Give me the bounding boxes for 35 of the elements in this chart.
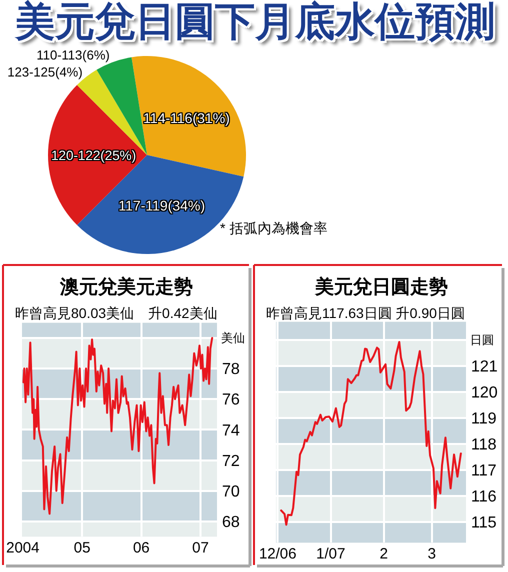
y-tick-label: 116	[471, 488, 497, 506]
y-tick-label: 118	[471, 436, 497, 454]
slice-label: 123-125(4%)	[7, 64, 83, 80]
y-tick-label: 121	[471, 358, 498, 376]
chart-title: 美元兌日圓走勢	[314, 276, 448, 298]
y-tick-label: 72	[222, 452, 240, 470]
y-tick-label: 117	[471, 462, 497, 480]
line-series	[22, 336, 214, 515]
chart-subtitle: 昨曾高見80.03美仙 升0.42美仙	[15, 305, 218, 321]
y-axis-title: 日圓	[470, 333, 494, 347]
x-tick-label: 1/07	[316, 546, 346, 563]
slice-label: 120-122(25%)	[51, 148, 136, 163]
x-tick-label: 07	[192, 540, 209, 557]
y-axis-title: 美仙	[221, 331, 245, 345]
y-tick-label: 120	[471, 384, 498, 402]
x-tick-label: 12/06	[258, 546, 296, 563]
x-tick-label: 05	[74, 540, 90, 557]
slice-label: 117-119(34%)	[118, 198, 206, 214]
y-tick-label: 76	[222, 392, 240, 409]
x-tick-label: 3	[428, 546, 436, 563]
slice-label: 110-113(6%)	[36, 48, 110, 63]
y-tick-label: 68	[222, 514, 240, 532]
chart-title: 澳元兌美元走勢	[59, 276, 193, 298]
y-tick-label: 70	[222, 483, 240, 500]
x-tick-label: 06	[132, 540, 150, 557]
slice-label: 114-116(31%)	[143, 110, 230, 126]
chart-subtitle: 昨曾高見117.63日圓 升0.90日圓	[266, 305, 465, 321]
line-series	[280, 340, 462, 526]
y-tick-label: 115	[471, 514, 497, 532]
y-tick-label: 119	[471, 410, 497, 428]
y-tick-label: 74	[222, 422, 240, 440]
x-tick-label: 2	[380, 546, 388, 563]
text: * 括弧內為機會率	[220, 220, 328, 236]
y-tick-label: 78	[222, 361, 240, 378]
x-tick-label: 2004	[6, 540, 40, 557]
